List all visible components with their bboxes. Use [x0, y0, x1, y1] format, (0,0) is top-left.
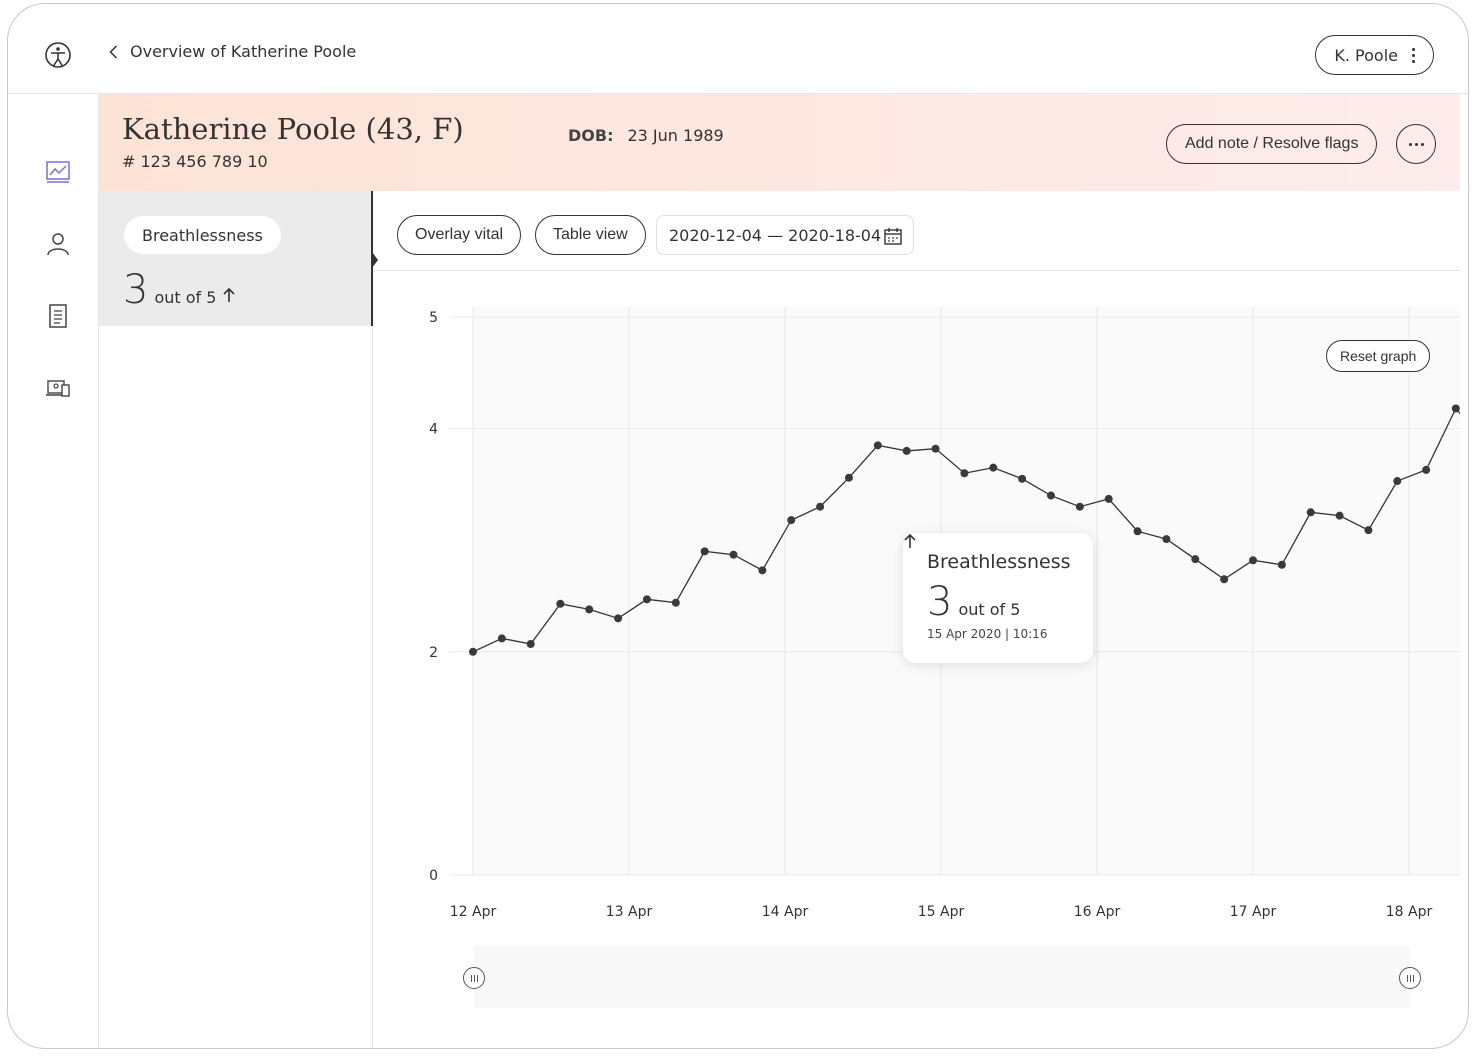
data-point	[1306, 508, 1315, 517]
vital-value: 3 out of 5	[123, 267, 236, 313]
data-point	[585, 605, 594, 614]
x-tick-label: 14 Apr	[762, 904, 809, 920]
x-tick-label: 12 Apr	[450, 904, 497, 920]
data-point	[1075, 502, 1084, 511]
data-point	[1191, 555, 1200, 564]
data-point	[873, 441, 882, 450]
back-link[interactable]: Overview of Katherine Poole	[106, 42, 356, 61]
data-point	[526, 639, 535, 648]
data-point	[960, 469, 969, 478]
dob-label: DOB:	[568, 126, 614, 145]
date-range-value: 2020-12-04 — 2020-18-04	[669, 225, 882, 245]
data-point	[556, 599, 565, 608]
data-point	[1451, 404, 1460, 413]
kebab-icon	[1412, 47, 1415, 63]
tooltip-title: Breathlessness	[927, 551, 1071, 573]
data-point	[902, 446, 911, 455]
range-slider-track[interactable]	[474, 946, 1410, 1008]
person-icon[interactable]	[44, 230, 72, 258]
y-tick-label: 5	[429, 310, 438, 326]
devices-icon[interactable]	[44, 374, 72, 402]
range-end-handle[interactable]	[1399, 967, 1421, 989]
range-start-handle[interactable]	[463, 967, 485, 989]
data-point	[642, 595, 651, 604]
chart-icon[interactable]	[44, 157, 72, 185]
data-point	[989, 463, 998, 472]
tooltip-value: 3 out of 5	[904, 533, 1069, 625]
tooltip-score: 3	[927, 579, 953, 625]
x-tick-label: 15 Apr	[918, 904, 965, 920]
data-point	[787, 516, 796, 525]
document-icon[interactable]	[44, 302, 72, 330]
selection-notch	[372, 252, 378, 268]
vital-card-breathlessness[interactable]: Breathlessness 3 out of 5	[99, 191, 373, 326]
user-menu-button[interactable]: K. Poole	[1315, 35, 1434, 75]
patient-id: # 123 456 789 10	[122, 152, 268, 171]
data-point	[1104, 494, 1113, 503]
data-point	[1133, 527, 1142, 536]
patient-header: Katherine Poole (43, F) # 123 456 789 10…	[99, 94, 1460, 191]
data-point	[614, 614, 623, 623]
patient-name: Katherine Poole (43, F)	[122, 112, 464, 146]
chart-tooltip: Breathlessness 3 out of 5 15 Apr 2020 | …	[903, 533, 1093, 663]
back-link-label: Overview of Katherine Poole	[130, 42, 357, 61]
x-tick-label: 13 Apr	[606, 904, 653, 920]
tooltip-unit: out of 5	[958, 600, 1021, 619]
chevron-left-icon	[109, 44, 118, 59]
data-point	[1018, 474, 1027, 483]
chart-toolbar: Overlay vital Table view 2020-12-04 — 20…	[374, 191, 1460, 271]
data-point	[729, 550, 738, 559]
dob-value: 23 Jun 1989	[627, 126, 724, 145]
top-bar: Overview of Katherine Poole K. Poole	[8, 4, 1468, 94]
data-point	[1220, 575, 1229, 584]
data-point	[469, 647, 477, 656]
data-point	[844, 473, 853, 482]
x-tick-label: 16 Apr	[1074, 904, 1121, 920]
data-point	[758, 566, 767, 575]
tooltip-timestamp: 15 Apr 2020 | 10:16	[927, 627, 1048, 641]
y-tick-label: 0	[429, 868, 438, 884]
overlay-vital-button[interactable]: Overlay vital	[397, 215, 522, 255]
data-point	[1046, 491, 1055, 500]
reset-graph-button[interactable]: Reset graph	[1326, 340, 1431, 372]
left-nav	[8, 94, 99, 1048]
data-point	[1393, 477, 1402, 486]
arrow-up-icon	[223, 287, 236, 302]
data-point	[497, 634, 506, 643]
vital-score: 3	[123, 267, 149, 313]
add-note-button[interactable]: Add note / Resolve flags	[1166, 124, 1378, 164]
data-point	[1335, 511, 1344, 520]
data-point	[1277, 560, 1286, 569]
table-view-button[interactable]: Table view	[535, 215, 646, 255]
more-options-button[interactable]	[1396, 124, 1436, 164]
data-point	[671, 598, 680, 607]
chart-area: 12 Apr 13 Apr 14 Apr 15 Apr 16 Apr 17 Apr 18 A…	[374, 271, 1460, 1048]
data-point	[1364, 526, 1373, 535]
date-range-field[interactable]: 2020-12-04 — 2020-18-04	[656, 215, 914, 255]
x-tick-label: 17 Apr	[1230, 904, 1277, 920]
data-point	[931, 444, 940, 453]
vital-unit: out of 5	[154, 288, 217, 307]
vitals-panel: Breathlessness 3 out of 5	[99, 191, 373, 1048]
user-name: K. Poole	[1334, 45, 1398, 65]
data-point	[1162, 535, 1171, 544]
x-tick-label: 18 Apr	[1386, 904, 1433, 920]
dob: DOB: 23 Jun 1989	[568, 126, 724, 145]
arrow-up-icon	[904, 533, 916, 548]
y-tick-label: 2	[429, 645, 438, 661]
calendar-icon[interactable]	[883, 226, 903, 246]
data-point	[1422, 465, 1431, 474]
app-window: Overview of Katherine Poole K. Poole	[7, 3, 1469, 1049]
data-point	[700, 547, 709, 556]
data-point	[1249, 556, 1257, 565]
vital-name: Breathlessness	[124, 216, 281, 254]
logo-icon[interactable]	[44, 41, 72, 69]
data-point	[816, 502, 825, 511]
y-tick-label: 4	[429, 422, 438, 438]
